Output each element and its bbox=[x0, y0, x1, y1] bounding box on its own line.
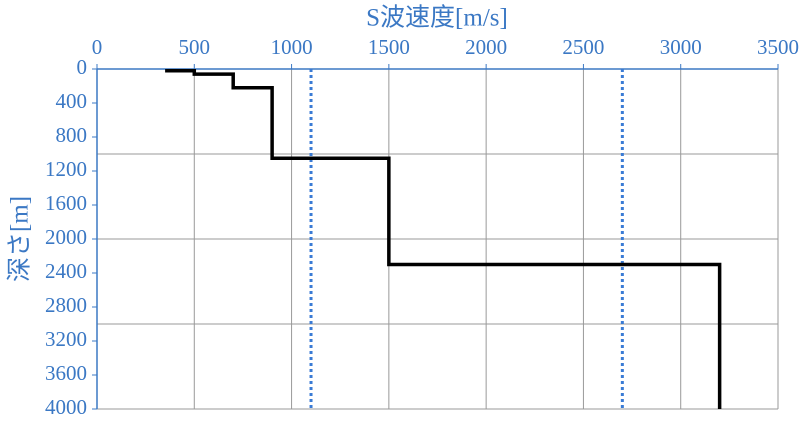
velocity-line bbox=[165, 68, 722, 409]
y-tick-label: 800 bbox=[56, 123, 88, 147]
x-tick-label: 1000 bbox=[271, 35, 313, 59]
y-tick-label: 1200 bbox=[45, 157, 87, 181]
x-tick-label: 2500 bbox=[562, 35, 604, 59]
x-tick-label: 1500 bbox=[368, 35, 410, 59]
y-tick-label: 1600 bbox=[45, 191, 87, 215]
x-tick-label: 3500 bbox=[757, 35, 799, 59]
x-tick-label: 2000 bbox=[465, 35, 507, 59]
x-tick-label: 3000 bbox=[660, 35, 702, 59]
y-tick-label: 2000 bbox=[45, 225, 87, 249]
y-tick-label: 2800 bbox=[45, 293, 87, 317]
x-tick-label: 500 bbox=[179, 35, 211, 59]
y-tick-label: 400 bbox=[56, 89, 88, 113]
x-axis-title: S波速度[m/s] bbox=[366, 4, 508, 32]
y-tick-label: 3600 bbox=[45, 361, 87, 385]
x-tick-label: 0 bbox=[92, 35, 103, 59]
y-tick-label: 3200 bbox=[45, 327, 87, 351]
y-tick-label: 0 bbox=[77, 55, 88, 79]
y-tick-label: 4000 bbox=[45, 395, 87, 419]
y-axis-title: 深さ[m] bbox=[6, 196, 34, 282]
y-tick-label: 2400 bbox=[45, 259, 87, 283]
